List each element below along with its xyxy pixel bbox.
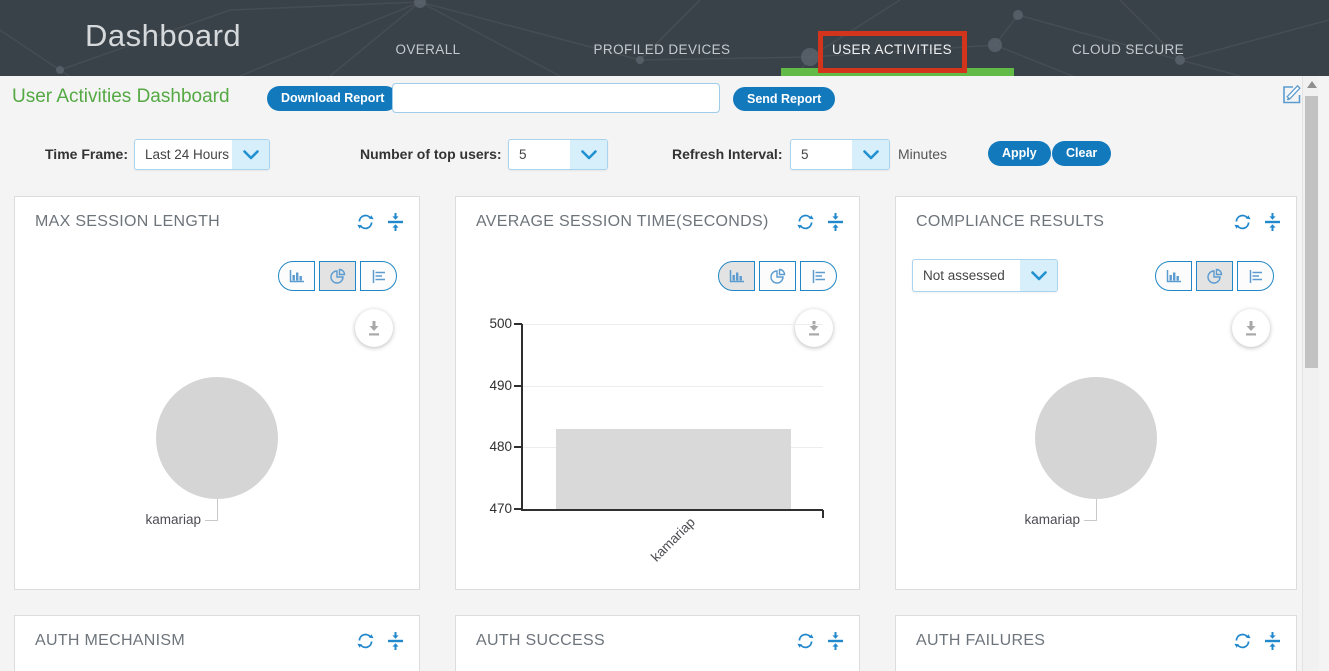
top-nav-bar: Dashboard OVERALL PROFILED DEVICES USER …: [0, 0, 1329, 76]
pie-leader-line: [1096, 499, 1097, 521]
panel-average-session-time: AVERAGE SESSION TIME(SECONDS): [455, 196, 860, 590]
apply-button[interactable]: Apply: [988, 141, 1051, 166]
clear-button[interactable]: Clear: [1052, 141, 1112, 166]
chevron-down-icon: [1020, 260, 1057, 291]
time-frame-dropdown[interactable]: Last 24 Hours: [134, 139, 270, 170]
scrollbar-track[interactable]: [1302, 76, 1319, 671]
refresh-interval-dropdown[interactable]: 5: [790, 139, 890, 170]
bar-chart-plot-area: kamariap 470 480 490 500: [489, 316, 824, 564]
panel-title: COMPLIANCE RESULTS: [916, 213, 1105, 230]
collapse-icon[interactable]: [1265, 213, 1280, 231]
chart-type-switch: [278, 261, 397, 291]
panel-title: AVERAGE SESSION TIME(SECONDS): [476, 213, 769, 230]
download-chart-button[interactable]: [355, 309, 393, 347]
pie-chart-view-button[interactable]: [759, 261, 796, 291]
refresh-icon[interactable]: [1233, 632, 1252, 650]
pie-leader-line: [205, 520, 217, 521]
panel-max-session-length: MAX SESSION LENGTH: [14, 196, 420, 590]
refresh-icon[interactable]: [796, 632, 815, 650]
annotation-highlight-box: [818, 31, 967, 73]
pie-slice-label: kamariap: [145, 512, 201, 527]
panel-auth-failures: AUTH FAILURES: [895, 615, 1297, 671]
refresh-interval-value: 5: [801, 147, 809, 162]
pie-slice-label: kamariap: [1024, 512, 1080, 527]
minutes-label: Minutes: [898, 146, 948, 162]
bar-chart-view-button[interactable]: [1155, 261, 1192, 291]
top-users-dropdown[interactable]: 5: [508, 139, 608, 170]
scroll-up-arrow-icon[interactable]: [1307, 81, 1317, 88]
pie-leader-line: [1084, 520, 1096, 521]
time-frame-value: Last 24 Hours: [145, 147, 230, 162]
compliance-filter-dropdown[interactable]: Not assessed: [912, 259, 1058, 292]
compliance-filter-value: Not assessed: [923, 268, 1005, 283]
horizontal-bar-view-button[interactable]: [800, 261, 837, 291]
tab-overall[interactable]: OVERALL: [395, 42, 461, 57]
collapse-icon[interactable]: [1265, 632, 1280, 650]
collapse-icon[interactable]: [828, 632, 843, 650]
time-frame-label: Time Frame:: [45, 146, 128, 162]
refresh-interval-label: Refresh Interval:: [672, 146, 783, 162]
panel-compliance-results: COMPLIANCE RESULTS Not assessed: [895, 196, 1297, 590]
bar-kamariap: [556, 428, 791, 509]
pie-chart-view-button[interactable]: [319, 261, 356, 291]
horizontal-bar-view-button[interactable]: [360, 261, 397, 291]
y-axis-tick-label: 480: [489, 439, 512, 455]
panel-title: MAX SESSION LENGTH: [35, 213, 220, 230]
chevron-down-icon: [570, 140, 607, 169]
refresh-icon[interactable]: [356, 632, 375, 650]
top-users-value: 5: [519, 147, 527, 162]
pie-chart-view-button[interactable]: [1196, 261, 1233, 291]
bar-chart-view-button[interactable]: [718, 261, 755, 291]
chart-type-switch: [718, 261, 837, 291]
tab-profiled-devices[interactable]: PROFILED DEVICES: [593, 42, 731, 57]
download-chart-button[interactable]: [1232, 309, 1270, 347]
y-axis-tick-label: 490: [489, 377, 512, 393]
panel-auth-success: AUTH SUCCESS: [455, 615, 860, 671]
top-users-label: Number of top users:: [360, 146, 502, 162]
chevron-down-icon: [232, 140, 269, 169]
gridline: [523, 324, 823, 325]
y-axis-tick-mark: [514, 508, 522, 510]
collapse-icon[interactable]: [388, 213, 403, 231]
y-axis-tick-mark: [514, 384, 522, 387]
refresh-icon[interactable]: [356, 213, 375, 231]
x-axis-end-tick: [822, 510, 824, 518]
chart-type-switch: [1155, 261, 1274, 291]
send-report-button[interactable]: Send Report: [733, 87, 836, 111]
scrollbar-thumb[interactable]: [1305, 96, 1318, 368]
chevron-down-icon: [852, 140, 889, 169]
report-email-input[interactable]: [392, 83, 720, 113]
tab-user-activities[interactable]: USER ACTIVITIES: [831, 42, 953, 57]
download-report-button[interactable]: Download Report: [267, 86, 399, 111]
app-title: Dashboard: [85, 18, 242, 53]
panel-title: AUTH MECHANISM: [35, 632, 185, 649]
pie-slice-kamariap: [156, 377, 278, 499]
bar-chart-view-button[interactable]: [278, 261, 315, 291]
panel-title: AUTH FAILURES: [916, 632, 1046, 649]
y-axis-tick-label: 500: [489, 316, 512, 331]
panel-auth-mechanism: AUTH MECHANISM: [14, 615, 420, 671]
tab-cloud-secure[interactable]: CLOUD SECURE: [1071, 42, 1185, 57]
edit-dashboard-icon[interactable]: [1281, 83, 1303, 105]
gridline: [523, 385, 823, 387]
collapse-icon[interactable]: [388, 632, 403, 650]
refresh-icon[interactable]: [1233, 213, 1252, 231]
refresh-icon[interactable]: [796, 213, 815, 231]
pie-slice-kamariap: [1035, 377, 1157, 499]
y-axis-tick-mark: [514, 446, 522, 449]
page-title: User Activities Dashboard: [12, 86, 230, 107]
pie-leader-line: [217, 499, 218, 521]
y-axis-tick-label: 470: [489, 501, 512, 516]
y-axis-tick-mark: [514, 323, 522, 325]
collapse-icon[interactable]: [828, 213, 843, 231]
panel-title: AUTH SUCCESS: [476, 632, 605, 649]
download-chart-button[interactable]: [795, 309, 833, 347]
horizontal-bar-view-button[interactable]: [1237, 261, 1274, 291]
